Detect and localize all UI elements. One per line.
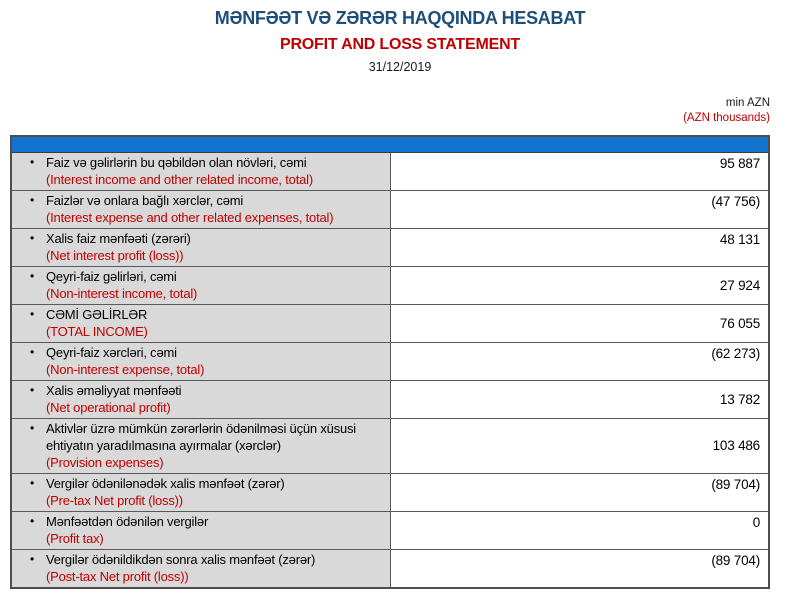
- row-value: 76 055: [389, 303, 770, 343]
- report-title-az: MƏNFƏƏT VƏ ZƏRƏR HAQQINDA HESABAT: [214, 8, 586, 28]
- row-label-cell: • Faizlər və onlara bağlı xərclər, cəmi …: [10, 189, 391, 229]
- row-label-az-line: • Qeyri-faiz xərcləri, cəmi: [30, 344, 384, 361]
- row-value: (89 704): [389, 472, 770, 512]
- table-row: • Qeyri-faiz xərcləri, cəmi (Non-interes…: [10, 341, 770, 381]
- row-label-cell: • Faiz və gəlirlərin bu qəbildən olan nö…: [10, 151, 391, 191]
- row-label-en: (Interest income and other related incom…: [46, 171, 313, 187]
- bullet-icon: •: [30, 382, 35, 397]
- row-label-cell: • Mənfəətdən ödənilən vergilər (Profit t…: [10, 510, 391, 550]
- bullet-icon: •: [30, 551, 35, 566]
- row-label-cell: • Qeyri-faiz gəlirləri, cəmi (Non-intere…: [10, 265, 391, 305]
- row-label-en: (Non-interest expense, total): [46, 361, 205, 377]
- table-row: • Vergilər ödənildikdən sonra xalis mənf…: [10, 548, 770, 588]
- row-label-en: (Provision expenses): [46, 454, 164, 470]
- row-label-az: Faiz və gəlirlərin bu qəbildən olan növl…: [46, 154, 307, 170]
- row-value: 0: [389, 510, 770, 550]
- table-row: • Qeyri-faiz gəlirləri, cəmi (Non-intere…: [10, 265, 770, 305]
- row-label-az-line: • Vergilər ödənilənədək xalis mənfəət (z…: [30, 475, 384, 492]
- row-label-az: Vergilər ödənildikdən sonra xalis mənfəə…: [46, 551, 316, 567]
- currency-unit-block: min AZN (AZN thousands): [683, 96, 770, 126]
- row-label-en: (Interest expense and other related expe…: [46, 209, 334, 225]
- bullet-icon: •: [30, 192, 35, 207]
- bullet-icon: •: [30, 154, 35, 169]
- report-title-en: PROFIT AND LOSS STATEMENT: [279, 36, 521, 53]
- table-header-bar: [10, 135, 770, 153]
- row-label-az: Faizlər və onlara bağlı xərclər, cəmi: [46, 192, 244, 208]
- row-label-az: Qeyri-faiz gəlirləri, cəmi: [46, 268, 177, 284]
- row-label-az: Qeyri-faiz xərcləri, cəmi: [46, 344, 177, 360]
- row-label-cell: • Xalis faiz mənfəəti (zərəri) (Net inte…: [10, 227, 391, 267]
- bullet-icon: •: [30, 475, 35, 490]
- row-label-en: (Net interest profit (loss)): [46, 247, 184, 263]
- row-label-az: Xalis əməliyyat mənfəəti: [46, 382, 182, 398]
- row-label-en: (Non-interest income, total): [46, 285, 198, 301]
- row-label-en: (Profit tax): [46, 530, 104, 546]
- table-row: • Vergilər ödənilənədək xalis mənfəət (z…: [10, 472, 770, 512]
- row-label-az: Vergilər ödənilənədək xalis mənfəət (zər…: [46, 475, 285, 491]
- table-row: • Xalis faiz mənfəəti (zərəri) (Net inte…: [10, 227, 770, 267]
- table-row: • Mənfəətdən ödənilən vergilər (Profit t…: [10, 510, 770, 550]
- row-value: 95 887: [389, 151, 770, 191]
- row-label-cell: • Xalis əməliyyat mənfəəti (Net operatio…: [10, 379, 391, 419]
- table-row: • Xalis əməliyyat mənfəəti (Net operatio…: [10, 379, 770, 419]
- row-value: 27 924: [389, 265, 770, 305]
- row-label-az-line: • Vergilər ödənildikdən sonra xalis mənf…: [30, 551, 384, 568]
- row-value: (47 756): [389, 189, 770, 229]
- row-label-az: Mənfəətdən ödənilən vergilər: [46, 513, 209, 529]
- row-label-cell: • Aktivlər üzrə mümkün zərərlərin ödənil…: [10, 417, 391, 474]
- row-value: (89 704): [389, 548, 770, 588]
- row-label-az-line: • Aktivlər üzrə mümkün zərərlərin ödənil…: [30, 420, 384, 454]
- pl-statement-table: • Faiz və gəlirlərin bu qəbildən olan nö…: [10, 135, 770, 589]
- table-row: • CƏMİ GƏLİRLƏR (TOTAL INCOME) 76 055: [10, 303, 770, 343]
- row-value: (62 273): [389, 341, 770, 381]
- table-row: • Faiz və gəlirlərin bu qəbildən olan nö…: [10, 151, 770, 191]
- row-label-az-line: • Qeyri-faiz gəlirləri, cəmi: [30, 268, 384, 285]
- row-label-az: Aktivlər üzrə mümkün zərərlərin ödənilmə…: [46, 420, 356, 453]
- bullet-icon: •: [30, 306, 35, 321]
- row-label-cell: • Vergilər ödənilənədək xalis mənfəət (z…: [10, 472, 391, 512]
- row-label-az-line: • Faizlər və onlara bağlı xərclər, cəmi: [30, 192, 384, 209]
- row-value: 48 131: [389, 227, 770, 267]
- bullet-icon: •: [30, 268, 35, 283]
- table-row: • Aktivlər üzrə mümkün zərərlərin ödənil…: [10, 417, 770, 474]
- row-label-en: (Post-tax Net profit (loss)): [46, 568, 189, 584]
- row-label-az: Xalis faiz mənfəəti (zərəri): [46, 230, 191, 246]
- row-label-az-line: • Faiz və gəlirlərin bu qəbildən olan nö…: [30, 154, 384, 171]
- table-header-row: [10, 135, 770, 153]
- row-value: 103 486: [389, 417, 770, 474]
- table-row: • Faizlər və onlara bağlı xərclər, cəmi …: [10, 189, 770, 229]
- report-date: 31/12/2019: [368, 60, 432, 74]
- row-label-az: CƏMİ GƏLİRLƏR: [46, 306, 148, 322]
- bullet-icon: •: [30, 513, 35, 528]
- bullet-icon: •: [30, 230, 35, 245]
- row-label-en: (Pre-tax Net profit (loss)): [46, 492, 183, 508]
- unit-label-az: min AZN: [725, 97, 770, 109]
- bullet-icon: •: [30, 344, 35, 359]
- row-label-az-line: • Xalis əməliyyat mənfəəti: [30, 382, 384, 399]
- table-body: • Faiz və gəlirlərin bu qəbildən olan nö…: [10, 151, 770, 588]
- row-label-az-line: • Mənfəətdən ödənilən vergilər: [30, 513, 384, 530]
- document-page: MƏNFƏƏT VƏ ZƏRƏR HAQQINDA HESABAT PROFIT…: [0, 8, 800, 606]
- row-value: 13 782: [389, 379, 770, 419]
- row-label-cell: • Qeyri-faiz xərcləri, cəmi (Non-interes…: [10, 341, 391, 381]
- row-label-az-line: • Xalis faiz mənfəəti (zərəri): [30, 230, 384, 247]
- bullet-icon: •: [30, 420, 35, 435]
- row-label-az-line: • CƏMİ GƏLİRLƏR: [30, 306, 384, 323]
- row-label-cell: • Vergilər ödənildikdən sonra xalis mənf…: [10, 548, 391, 588]
- unit-label-en: (AZN thousands): [683, 112, 770, 124]
- row-label-en: (TOTAL INCOME): [46, 323, 148, 339]
- row-label-en: (Net operational profit): [46, 399, 171, 415]
- row-label-cell: • CƏMİ GƏLİRLƏR (TOTAL INCOME): [10, 303, 391, 343]
